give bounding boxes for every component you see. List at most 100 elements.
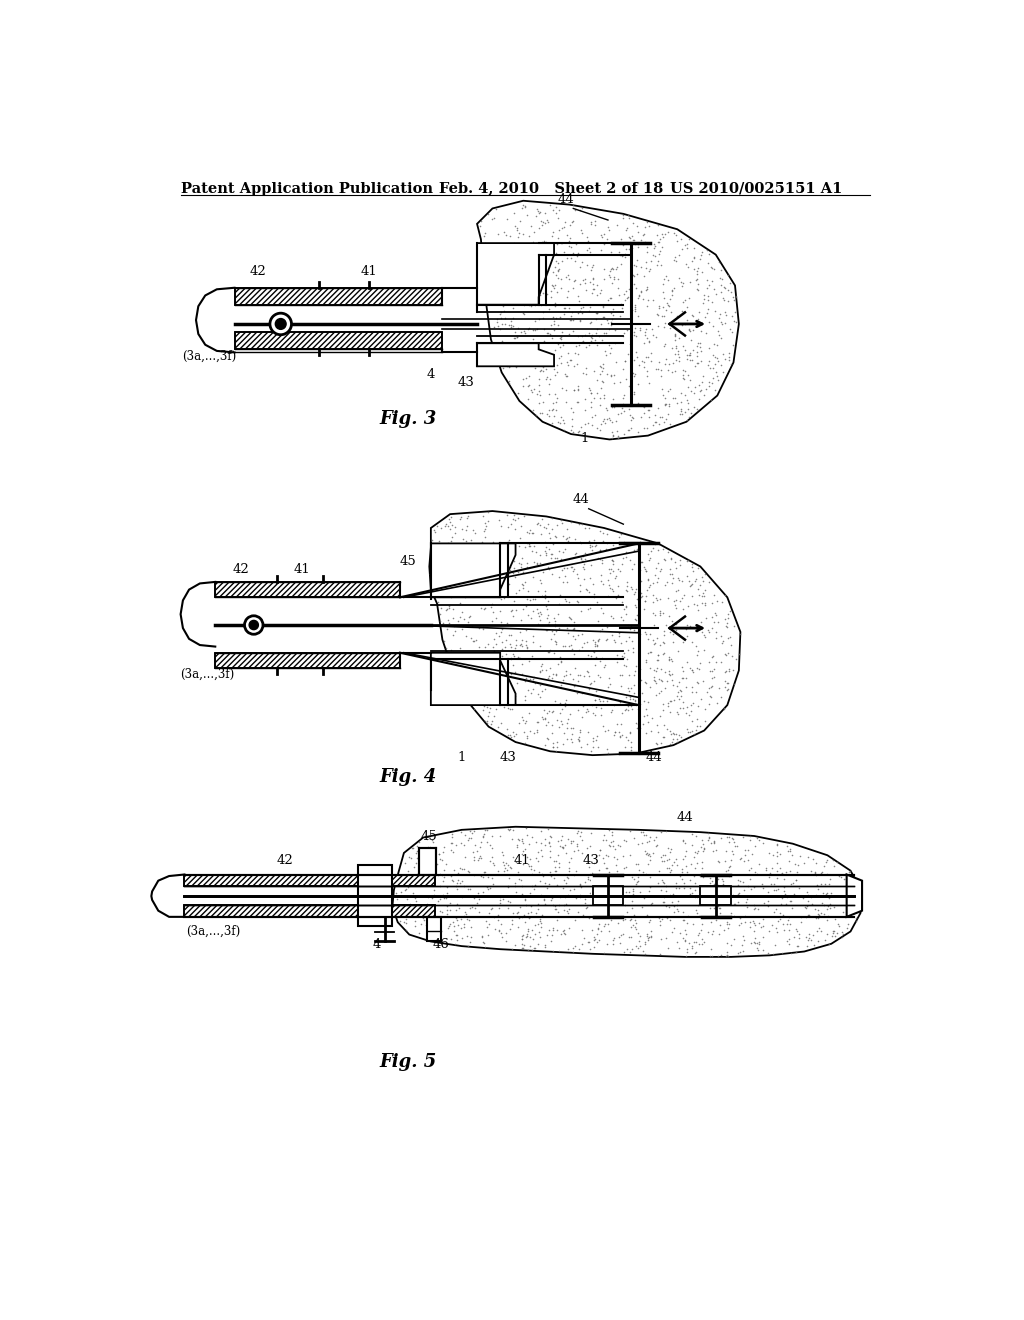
Point	[715, 871, 731, 892]
Point	[675, 909, 691, 931]
Point	[639, 236, 655, 257]
Point	[705, 920, 721, 941]
Point	[517, 689, 534, 710]
Point	[548, 620, 564, 642]
Point	[593, 648, 609, 669]
Point	[750, 828, 766, 849]
Point	[403, 894, 420, 915]
Point	[705, 891, 721, 912]
Point	[551, 857, 567, 878]
Point	[563, 609, 580, 630]
Point	[531, 661, 548, 682]
Point	[684, 936, 700, 957]
Point	[633, 669, 649, 690]
Point	[388, 883, 404, 904]
Point	[623, 722, 639, 743]
Point	[706, 830, 722, 851]
Point	[484, 853, 501, 874]
Point	[673, 401, 689, 422]
Point	[690, 375, 707, 396]
Point	[623, 366, 639, 387]
Point	[696, 593, 713, 614]
Point	[720, 678, 736, 700]
Point	[593, 920, 609, 941]
Point	[639, 277, 655, 298]
Point	[657, 821, 674, 842]
Point	[532, 235, 549, 256]
Point	[592, 395, 608, 416]
Point	[718, 615, 734, 636]
Point	[505, 249, 521, 271]
Point	[408, 891, 424, 912]
Point	[587, 655, 603, 676]
Point	[627, 694, 643, 715]
Point	[648, 685, 665, 706]
Point	[480, 582, 497, 603]
Point	[550, 207, 566, 228]
Point	[569, 421, 586, 442]
Point	[541, 405, 557, 426]
Point	[628, 342, 644, 363]
Point	[703, 660, 720, 681]
Point	[537, 351, 553, 372]
Point	[752, 932, 768, 953]
Point	[564, 409, 581, 430]
Point	[662, 318, 678, 339]
Point	[500, 854, 516, 875]
Point	[490, 861, 507, 882]
Point	[628, 656, 644, 677]
Point	[521, 294, 538, 315]
Point	[685, 561, 701, 582]
Point	[545, 397, 561, 418]
Point	[558, 894, 574, 915]
Point	[474, 531, 490, 552]
Point	[492, 318, 508, 339]
Point	[510, 829, 526, 850]
Point	[513, 553, 529, 574]
Point	[684, 711, 700, 733]
Point	[623, 739, 639, 760]
Point	[497, 308, 513, 329]
Bar	[215, 582, 400, 598]
Point	[509, 346, 525, 367]
Point	[652, 846, 669, 867]
Point	[638, 346, 654, 367]
Point	[691, 715, 708, 737]
Point	[494, 921, 510, 942]
Point	[472, 215, 488, 236]
Point	[590, 917, 606, 939]
Point	[675, 830, 691, 851]
Point	[672, 554, 688, 576]
Point	[588, 681, 604, 702]
Point	[656, 574, 673, 595]
Point	[697, 698, 714, 719]
Point	[503, 246, 519, 267]
Point	[545, 940, 561, 961]
Point	[640, 346, 656, 367]
Point	[612, 244, 629, 265]
Point	[630, 853, 646, 874]
Point	[627, 296, 643, 317]
Point	[454, 858, 470, 879]
Point	[630, 421, 646, 442]
Point	[562, 348, 579, 370]
Point	[541, 832, 557, 853]
Point	[559, 618, 575, 639]
Point	[422, 564, 438, 585]
Bar	[392, 875, 435, 886]
Point	[817, 929, 834, 950]
Point	[547, 256, 563, 277]
Point	[569, 564, 586, 585]
Point	[532, 202, 549, 223]
Point	[460, 684, 476, 705]
Point	[657, 395, 674, 416]
Point	[492, 249, 508, 271]
Point	[549, 830, 565, 851]
Point	[609, 644, 626, 665]
Point	[466, 821, 482, 842]
Point	[531, 202, 548, 223]
Point	[438, 598, 455, 619]
Point	[707, 602, 723, 623]
Point	[489, 312, 506, 333]
Point	[660, 896, 677, 917]
